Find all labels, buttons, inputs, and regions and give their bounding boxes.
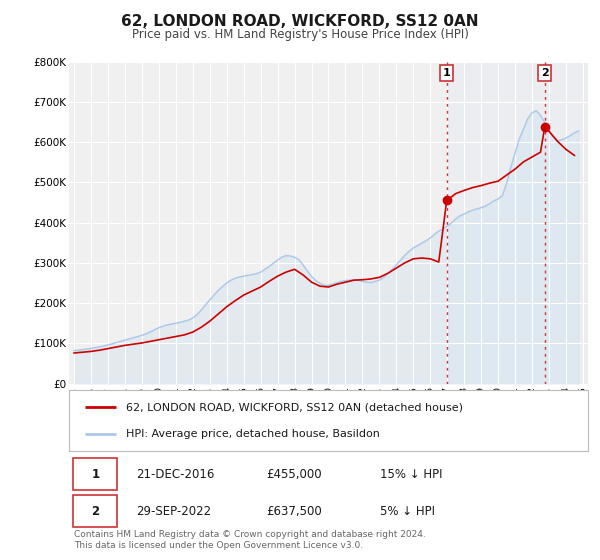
Text: 1: 1 (91, 468, 100, 480)
Text: Contains HM Land Registry data © Crown copyright and database right 2024.
This d: Contains HM Land Registry data © Crown c… (74, 530, 426, 550)
FancyBboxPatch shape (73, 458, 117, 491)
Text: 21-DEC-2016: 21-DEC-2016 (136, 468, 215, 480)
Text: 29-SEP-2022: 29-SEP-2022 (136, 505, 212, 518)
Text: 62, LONDON ROAD, WICKFORD, SS12 0AN: 62, LONDON ROAD, WICKFORD, SS12 0AN (121, 14, 479, 29)
Text: HPI: Average price, detached house, Basildon: HPI: Average price, detached house, Basi… (126, 429, 380, 439)
Text: 2: 2 (91, 505, 100, 518)
Text: Price paid vs. HM Land Registry's House Price Index (HPI): Price paid vs. HM Land Registry's House … (131, 28, 469, 41)
Bar (447, 62, 588, 384)
Text: 15% ↓ HPI: 15% ↓ HPI (380, 468, 443, 480)
Text: 5% ↓ HPI: 5% ↓ HPI (380, 505, 436, 518)
Text: 62, LONDON ROAD, WICKFORD, SS12 0AN (detached house): 62, LONDON ROAD, WICKFORD, SS12 0AN (det… (126, 402, 463, 412)
Text: 1: 1 (443, 68, 451, 78)
Text: 2: 2 (541, 68, 548, 78)
Text: £455,000: £455,000 (266, 468, 322, 480)
FancyBboxPatch shape (73, 495, 117, 528)
Text: £637,500: £637,500 (266, 505, 322, 518)
